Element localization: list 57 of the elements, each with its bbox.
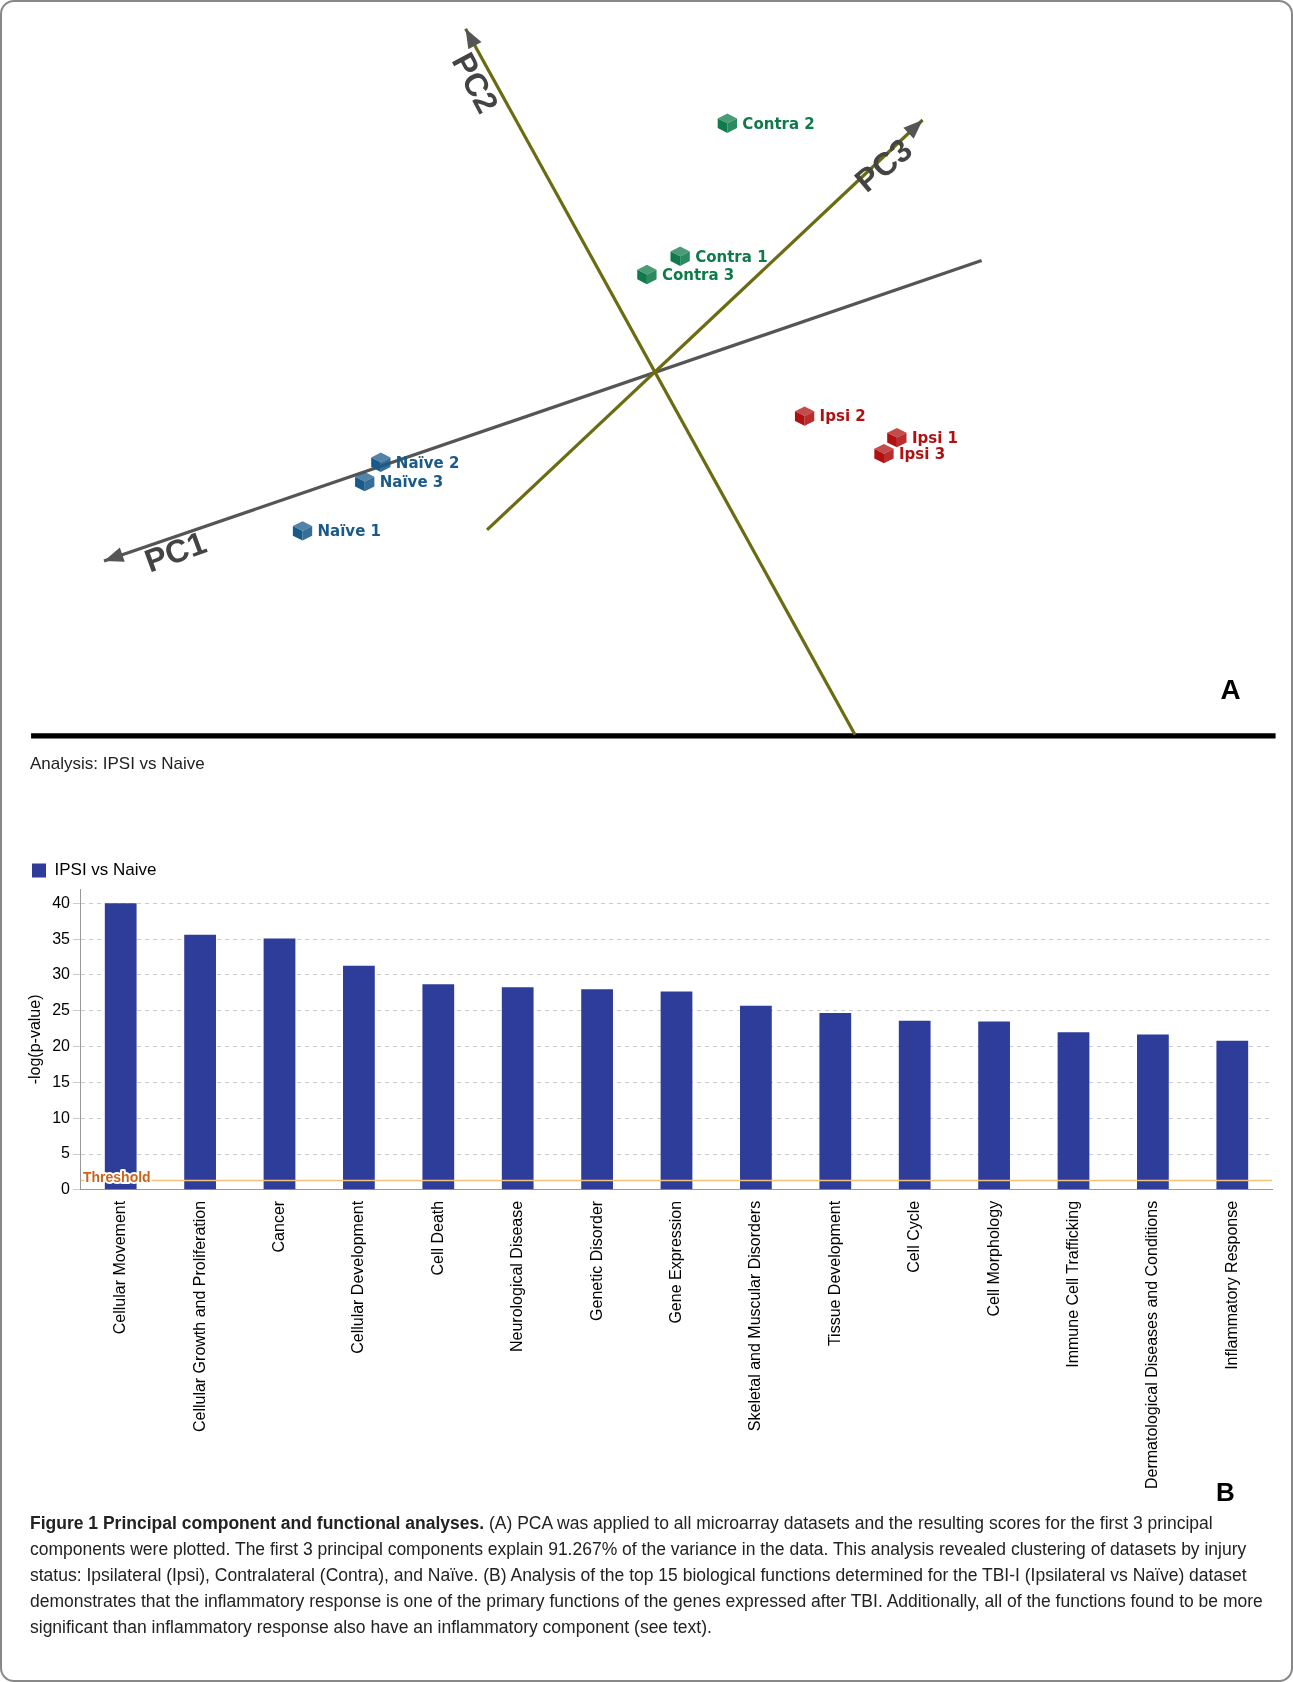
x-tick-label: Genetic Disorder	[587, 1200, 605, 1321]
y-axis-title: -log(p-value)	[26, 994, 44, 1085]
text: Ipsi 1	[911, 428, 958, 447]
text: Contra 2	[742, 114, 815, 133]
x-tick-label: Cancer	[269, 1200, 287, 1253]
bar	[660, 991, 693, 1190]
bar	[422, 984, 455, 1190]
bar	[343, 965, 375, 1190]
legend-label: IPSI vs Naive	[54, 860, 157, 880]
bar	[819, 1012, 852, 1190]
bar	[898, 1020, 931, 1190]
x-tick-label: Tissue Development	[825, 1200, 843, 1347]
x-tick-label: Dermatological Diseases and Conditions	[1143, 1200, 1161, 1490]
y-tick-label: 30	[52, 965, 71, 983]
text: Ipsi 2	[819, 407, 866, 426]
x-tick-label: Cellular Growth and Proliferation	[190, 1200, 208, 1433]
x-tick-label: Cellular Movement	[111, 1200, 129, 1335]
text: Ipsi 3	[899, 445, 946, 464]
bar	[1216, 1040, 1249, 1190]
text: Contra 1	[695, 247, 768, 266]
y-tick-label: 10	[52, 1108, 71, 1126]
y-tick-label: 5	[61, 1144, 71, 1162]
ref-line-label: Threshold	[83, 1169, 151, 1186]
text: Naïve 3	[379, 472, 444, 491]
text: Naïve 1	[317, 522, 382, 541]
y-tick-label: 40	[52, 893, 71, 911]
text: Contra 3	[661, 265, 735, 284]
bar	[263, 938, 296, 1190]
y-tick-label: 15	[52, 1072, 71, 1090]
text: PC2	[444, 46, 506, 119]
x-tick-label: Inflammatory Response	[1222, 1200, 1240, 1370]
bar	[1057, 1032, 1090, 1190]
x-tick-label: Immune Cell Trafficking	[1063, 1200, 1081, 1368]
bar	[501, 987, 534, 1190]
y-tick-label: 20	[52, 1037, 71, 1054]
bar	[184, 934, 216, 1190]
text: A	[1220, 674, 1241, 706]
y-tick-label: 35	[52, 929, 71, 947]
x-tick-label: Cell Morphology	[984, 1200, 1002, 1317]
text: PC1	[139, 524, 211, 580]
bar	[581, 989, 613, 1190]
bar	[978, 1021, 1010, 1190]
x-tick-label: Cell Cycle	[905, 1200, 923, 1273]
text: Naïve 2	[395, 453, 460, 472]
caption: Figure 1 Principal component and functional analyses.	[30, 1513, 485, 1533]
x-tick-label: Skeletal and Muscular Disorders	[746, 1200, 764, 1432]
x-tick-label: Cell Death	[428, 1200, 446, 1276]
y-tick-label: 25	[52, 1001, 71, 1019]
x-tick-label: Neurological Disease	[508, 1200, 526, 1353]
y-tick-label: 0	[61, 1180, 71, 1198]
bar	[1137, 1034, 1169, 1190]
chart-title: Analysis: IPSI vs Naive	[30, 754, 205, 774]
x-tick-label: Gene Expression	[666, 1200, 684, 1324]
bar	[740, 1005, 772, 1190]
x-tick-label: Cellular Development	[349, 1200, 367, 1354]
text: B	[1216, 1477, 1235, 1508]
text: PC3	[847, 131, 919, 200]
